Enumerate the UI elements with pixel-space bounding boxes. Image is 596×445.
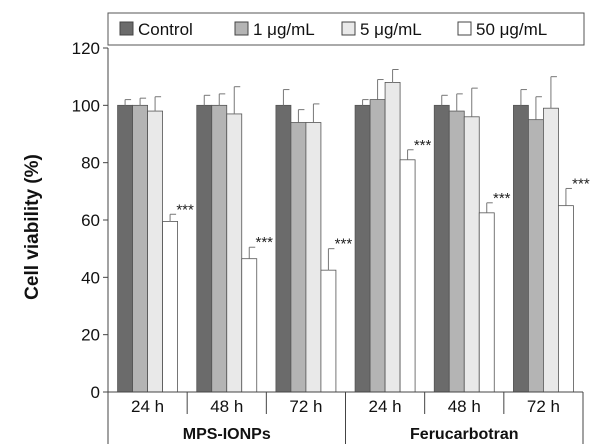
y-tick-label: 60	[81, 211, 100, 230]
bar	[226, 113, 243, 393]
y-tick-label: 0	[91, 383, 100, 402]
bar	[354, 104, 371, 393]
bar	[320, 269, 337, 393]
x-category-label: 48 h	[448, 397, 481, 416]
y-tick-label: 100	[72, 96, 100, 115]
significance-annotation: ***	[572, 175, 590, 192]
bar	[478, 212, 495, 393]
x-category-label: 72 h	[527, 397, 560, 416]
legend-label: 1 μg/mL	[253, 20, 315, 39]
legend-label: 5 μg/mL	[360, 20, 422, 39]
bar	[290, 122, 307, 393]
legend-swatch	[457, 21, 472, 36]
bar	[147, 110, 163, 393]
x-category-label: 24 h	[369, 397, 402, 416]
bar	[528, 119, 544, 393]
bar	[448, 110, 465, 393]
y-tick-label: 20	[81, 326, 100, 345]
x-category-label: 72 h	[289, 397, 322, 416]
bar	[117, 104, 133, 393]
legend-swatch	[119, 21, 134, 36]
bar	[305, 122, 322, 393]
y-tick-label: 40	[81, 268, 100, 287]
bar	[196, 104, 213, 393]
significance-annotation: ***	[414, 137, 432, 154]
x-group-label: Ferucarbotran	[410, 426, 518, 443]
bar	[162, 221, 178, 393]
bar	[558, 205, 574, 393]
bar	[132, 104, 148, 393]
significance-annotation: ***	[176, 201, 194, 218]
significance-annotation: ***	[255, 234, 273, 251]
x-category-label: 24 h	[131, 397, 164, 416]
bar	[463, 116, 480, 393]
legend-label: 50 μg/mL	[476, 20, 547, 39]
legend-swatch	[341, 21, 356, 36]
x-category-label: 48 h	[210, 397, 243, 416]
legend: Control 1 μg/mL 5 μg/mL 50 μg/mL	[107, 12, 585, 46]
legend-swatch	[234, 21, 249, 36]
bars: *** *** *** *** *** ***	[117, 69, 590, 393]
bar	[211, 104, 228, 393]
bar	[369, 99, 386, 393]
bar	[275, 104, 292, 393]
bar	[384, 82, 401, 393]
significance-annotation: ***	[493, 190, 511, 207]
significance-annotation: ***	[335, 236, 353, 253]
bar	[241, 258, 258, 393]
x-group-label: MPS-IONPs	[183, 426, 271, 443]
legend-label: Control	[138, 20, 193, 39]
bar	[399, 159, 416, 393]
bar	[433, 104, 450, 393]
bar	[543, 107, 559, 393]
bar	[513, 104, 529, 393]
y-axis: 0 20 40 60 80 100 120	[72, 39, 109, 402]
y-tick-label: 80	[81, 154, 100, 173]
x-axis: 24 h 48 h 72 h 24 h 48 h 72 h MPS-IONPs Ferucar…	[107, 391, 584, 444]
y-tick-label: 120	[72, 39, 100, 58]
y-axis-label: Cell viability (%)	[22, 154, 43, 300]
